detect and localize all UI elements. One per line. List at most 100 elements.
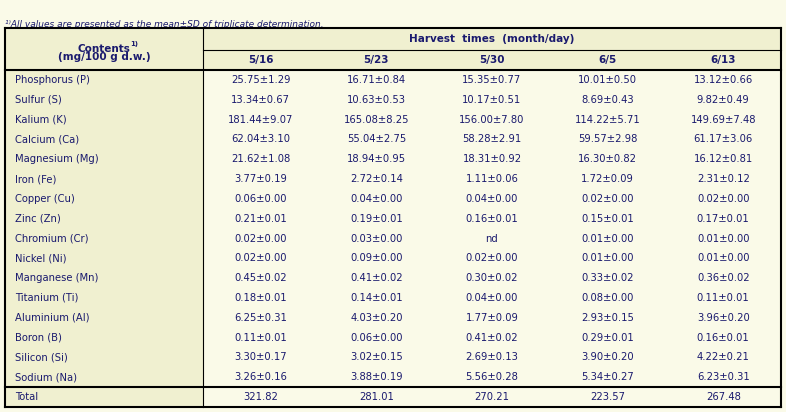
Text: 3.02±0.15: 3.02±0.15 bbox=[350, 352, 402, 363]
Text: 0.09±0.00: 0.09±0.00 bbox=[350, 253, 402, 263]
Text: 0.02±0.00: 0.02±0.00 bbox=[234, 253, 287, 263]
Text: 0.41±0.02: 0.41±0.02 bbox=[350, 273, 402, 283]
Text: 0.21±0.01: 0.21±0.01 bbox=[234, 214, 287, 224]
Text: nd: nd bbox=[486, 234, 498, 243]
Text: 8.69±0.43: 8.69±0.43 bbox=[582, 95, 634, 105]
Text: 0.33±0.02: 0.33±0.02 bbox=[582, 273, 634, 283]
Text: 0.45±0.02: 0.45±0.02 bbox=[234, 273, 287, 283]
Text: 149.69±7.48: 149.69±7.48 bbox=[690, 115, 756, 124]
Text: 13.12±0.66: 13.12±0.66 bbox=[693, 75, 753, 85]
Text: Sodium (Na): Sodium (Na) bbox=[15, 372, 77, 382]
Text: 0.01±0.00: 0.01±0.00 bbox=[697, 253, 749, 263]
Text: Contents: Contents bbox=[78, 44, 130, 54]
Text: 13.34±0.67: 13.34±0.67 bbox=[231, 95, 290, 105]
Text: 181.44±9.07: 181.44±9.07 bbox=[228, 115, 293, 124]
Text: 0.04±0.00: 0.04±0.00 bbox=[466, 194, 518, 204]
Text: 3.90±0.20: 3.90±0.20 bbox=[582, 352, 634, 363]
Text: 9.82±0.49: 9.82±0.49 bbox=[697, 95, 750, 105]
Text: 18.31±0.92: 18.31±0.92 bbox=[462, 154, 521, 164]
Text: 0.04±0.00: 0.04±0.00 bbox=[350, 194, 402, 204]
Text: 3.30±0.17: 3.30±0.17 bbox=[234, 352, 287, 363]
Text: 0.14±0.01: 0.14±0.01 bbox=[350, 293, 402, 303]
Text: 165.08±8.25: 165.08±8.25 bbox=[343, 115, 409, 124]
Text: Nickel (Ni): Nickel (Ni) bbox=[15, 253, 67, 263]
Text: 3.26±0.16: 3.26±0.16 bbox=[234, 372, 287, 382]
Text: 0.36±0.02: 0.36±0.02 bbox=[697, 273, 750, 283]
Text: 4.22±0.21: 4.22±0.21 bbox=[696, 352, 750, 363]
Text: 0.02±0.00: 0.02±0.00 bbox=[697, 194, 749, 204]
Text: 156.00±7.80: 156.00±7.80 bbox=[459, 115, 524, 124]
Text: 6/5: 6/5 bbox=[598, 55, 617, 65]
Text: 0.16±0.01: 0.16±0.01 bbox=[465, 214, 518, 224]
Text: 5.56±0.28: 5.56±0.28 bbox=[465, 372, 519, 382]
Text: 3.96±0.20: 3.96±0.20 bbox=[697, 313, 750, 323]
Text: Harvest  times  (month/day): Harvest times (month/day) bbox=[410, 34, 575, 44]
Text: 58.28±2.91: 58.28±2.91 bbox=[462, 134, 522, 144]
Text: 6/13: 6/13 bbox=[711, 55, 736, 65]
Bar bbox=[5, 28, 203, 407]
Text: Copper (Cu): Copper (Cu) bbox=[15, 194, 75, 204]
Text: 0.15±0.01: 0.15±0.01 bbox=[581, 214, 634, 224]
Text: 16.12±0.81: 16.12±0.81 bbox=[693, 154, 753, 164]
Text: Kalium (K): Kalium (K) bbox=[15, 115, 67, 124]
Text: 267.48: 267.48 bbox=[706, 392, 740, 402]
Text: 0.08±0.00: 0.08±0.00 bbox=[582, 293, 634, 303]
Text: 10.63±0.53: 10.63±0.53 bbox=[347, 95, 406, 105]
Text: Total: Total bbox=[15, 392, 39, 402]
Text: 5/30: 5/30 bbox=[479, 55, 505, 65]
Text: 223.57: 223.57 bbox=[590, 392, 625, 402]
Text: 0.02±0.00: 0.02±0.00 bbox=[582, 194, 634, 204]
Text: Aluminium (Al): Aluminium (Al) bbox=[15, 313, 90, 323]
Text: Silicon (Si): Silicon (Si) bbox=[15, 352, 68, 363]
Text: 55.04±2.75: 55.04±2.75 bbox=[347, 134, 406, 144]
Text: Boron (B): Boron (B) bbox=[15, 332, 62, 343]
Text: 3.88±0.19: 3.88±0.19 bbox=[350, 372, 402, 382]
Text: 2.69±0.13: 2.69±0.13 bbox=[465, 352, 519, 363]
Text: 1.77±0.09: 1.77±0.09 bbox=[465, 313, 519, 323]
Text: 0.01±0.00: 0.01±0.00 bbox=[582, 253, 634, 263]
Text: Manganese (Mn): Manganese (Mn) bbox=[15, 273, 98, 283]
Text: 6.25±0.31: 6.25±0.31 bbox=[234, 313, 287, 323]
Text: 0.19±0.01: 0.19±0.01 bbox=[350, 214, 402, 224]
Text: 16.30±0.82: 16.30±0.82 bbox=[578, 154, 637, 164]
Text: 10.17±0.51: 10.17±0.51 bbox=[462, 95, 522, 105]
Bar bbox=[5, 28, 781, 70]
Text: 0.01±0.00: 0.01±0.00 bbox=[582, 234, 634, 243]
Text: 18.94±0.95: 18.94±0.95 bbox=[347, 154, 406, 164]
Text: Phosphorus (P): Phosphorus (P) bbox=[15, 75, 90, 85]
Text: 2.93±0.15: 2.93±0.15 bbox=[581, 313, 634, 323]
Text: (mg/100 g d.w.): (mg/100 g d.w.) bbox=[57, 52, 150, 62]
Text: Iron (Fe): Iron (Fe) bbox=[15, 174, 57, 184]
Text: 16.71±0.84: 16.71±0.84 bbox=[347, 75, 406, 85]
Text: 0.06±0.00: 0.06±0.00 bbox=[350, 332, 402, 343]
Text: 0.01±0.00: 0.01±0.00 bbox=[697, 234, 749, 243]
Text: 0.16±0.01: 0.16±0.01 bbox=[697, 332, 750, 343]
Text: 3.77±0.19: 3.77±0.19 bbox=[234, 174, 287, 184]
Text: 0.18±0.01: 0.18±0.01 bbox=[234, 293, 287, 303]
Text: 62.04±3.10: 62.04±3.10 bbox=[231, 134, 290, 144]
Text: 5/16: 5/16 bbox=[248, 55, 274, 65]
Text: 0.11±0.01: 0.11±0.01 bbox=[234, 332, 287, 343]
Text: 114.22±5.71: 114.22±5.71 bbox=[575, 115, 641, 124]
Text: ¹⁾All values are presented as the mean±SD of triplicate determination.: ¹⁾All values are presented as the mean±S… bbox=[5, 19, 324, 28]
Text: 61.17±3.06: 61.17±3.06 bbox=[693, 134, 753, 144]
Text: 6.23±0.31: 6.23±0.31 bbox=[697, 372, 750, 382]
Text: 0.41±0.02: 0.41±0.02 bbox=[465, 332, 518, 343]
Text: 25.75±1.29: 25.75±1.29 bbox=[231, 75, 291, 85]
Text: 1.72±0.09: 1.72±0.09 bbox=[581, 174, 634, 184]
Text: 0.29±0.01: 0.29±0.01 bbox=[581, 332, 634, 343]
Text: 281.01: 281.01 bbox=[359, 392, 394, 402]
Text: Sulfur (S): Sulfur (S) bbox=[15, 95, 62, 105]
Text: 1.11±0.06: 1.11±0.06 bbox=[465, 174, 519, 184]
Text: 0.11±0.01: 0.11±0.01 bbox=[697, 293, 750, 303]
Text: 15.35±0.77: 15.35±0.77 bbox=[462, 75, 522, 85]
Text: 2.31±0.12: 2.31±0.12 bbox=[696, 174, 750, 184]
Text: 10.01±0.50: 10.01±0.50 bbox=[578, 75, 637, 85]
Text: Calcium (Ca): Calcium (Ca) bbox=[15, 134, 79, 144]
Text: 0.04±0.00: 0.04±0.00 bbox=[466, 293, 518, 303]
Text: 0.02±0.00: 0.02±0.00 bbox=[465, 253, 518, 263]
Text: 0.03±0.00: 0.03±0.00 bbox=[350, 234, 402, 243]
Text: 0.06±0.00: 0.06±0.00 bbox=[234, 194, 287, 204]
Text: 270.21: 270.21 bbox=[475, 392, 509, 402]
Text: Chromium (Cr): Chromium (Cr) bbox=[15, 234, 89, 243]
